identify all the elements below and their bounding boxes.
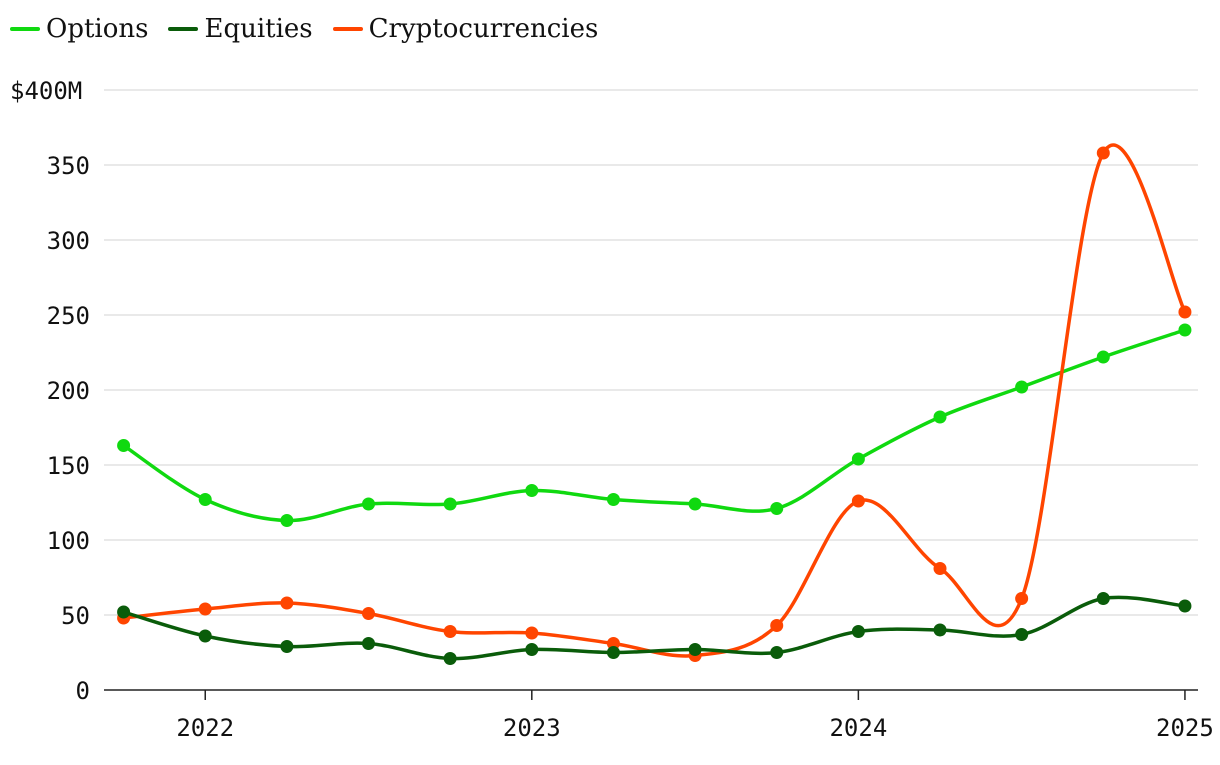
legend-label-options: Options <box>46 14 149 44</box>
data-point-equities-5 <box>525 643 539 656</box>
series-line-options <box>121 328 1187 523</box>
data-point-cryptocurrencies-6 <box>606 637 620 650</box>
data-point-equities-10 <box>933 623 947 637</box>
series-line-cryptocurrencies <box>121 143 1187 658</box>
legend-swatch-equities <box>168 27 199 31</box>
y-tick-label-0: 0 <box>76 677 90 705</box>
data-point-cryptocurrencies-5 <box>525 626 539 640</box>
data-point-cryptocurrencies-11 <box>1015 592 1029 605</box>
y-tick-label-100: 100 <box>47 527 90 555</box>
y-tick-label-300: 300 <box>47 227 90 255</box>
x-tick-label-2022: 2022 <box>176 714 234 742</box>
data-point-cryptocurrencies-9 <box>851 494 865 508</box>
data-point-equities-4 <box>443 652 457 665</box>
data-point-equities-1 <box>198 629 212 643</box>
data-point-options-3 <box>362 497 376 511</box>
data-point-options-2 <box>280 514 294 527</box>
data-point-cryptocurrencies-12 <box>1096 146 1110 160</box>
data-point-equities-9 <box>851 625 865 638</box>
data-point-equities-13 <box>1178 599 1192 613</box>
data-point-equities-12 <box>1096 592 1110 605</box>
y-tick-label-150: 150 <box>47 452 90 480</box>
data-point-options-10 <box>933 410 947 424</box>
data-point-cryptocurrencies-2 <box>280 596 294 610</box>
y-tick-label-250: 250 <box>47 302 90 330</box>
y-tick-label-400: $400M <box>10 77 82 105</box>
data-point-options-0 <box>117 439 131 452</box>
data-point-cryptocurrencies-1 <box>198 602 212 616</box>
data-point-cryptocurrencies-10 <box>933 562 947 575</box>
legend-label-equities: Equities <box>204 14 313 44</box>
data-point-equities-8 <box>770 646 784 659</box>
data-point-options-6 <box>606 493 620 506</box>
data-point-options-13 <box>1178 323 1192 337</box>
data-point-options-5 <box>525 484 539 497</box>
legend-item-options: Options <box>10 14 148 44</box>
legend-label-cryptocurrencies: Cryptocurrencies <box>368 14 599 44</box>
data-point-cryptocurrencies-3 <box>362 607 376 620</box>
legend-swatch-cryptocurrencies <box>332 27 363 31</box>
legend-swatch-options <box>10 27 40 31</box>
x-tick-label-2025: 2025 <box>1156 714 1214 742</box>
legend: Options Equities Cryptocurrencies <box>10 14 598 44</box>
data-point-equities-3 <box>362 637 376 650</box>
data-point-options-4 <box>443 497 457 511</box>
data-point-equities-6 <box>606 646 620 659</box>
data-point-equities-0 <box>117 605 131 619</box>
data-point-options-1 <box>198 493 212 506</box>
data-point-options-7 <box>688 497 702 511</box>
data-point-equities-7 <box>688 643 702 656</box>
data-point-options-9 <box>851 452 865 466</box>
legend-item-cryptocurrencies: Cryptocurrencies <box>332 14 599 44</box>
series-line-equities <box>121 595 1187 661</box>
y-tick-label-50: 50 <box>61 602 90 630</box>
x-tick-label-2024: 2024 <box>829 714 887 742</box>
data-point-equities-11 <box>1015 628 1029 641</box>
data-point-cryptocurrencies-13 <box>1178 305 1192 319</box>
data-point-options-12 <box>1096 350 1110 364</box>
x-tick-label-2023: 2023 <box>503 714 561 742</box>
data-point-options-11 <box>1015 380 1029 394</box>
data-point-cryptocurrencies-4 <box>443 625 457 638</box>
y-tick-label-200: 200 <box>47 377 90 405</box>
data-point-equities-2 <box>280 640 294 653</box>
data-point-cryptocurrencies-8 <box>770 619 784 632</box>
legend-item-equities: Equities <box>168 14 313 44</box>
data-point-options-8 <box>770 502 784 515</box>
y-tick-label-350: 350 <box>47 152 90 180</box>
